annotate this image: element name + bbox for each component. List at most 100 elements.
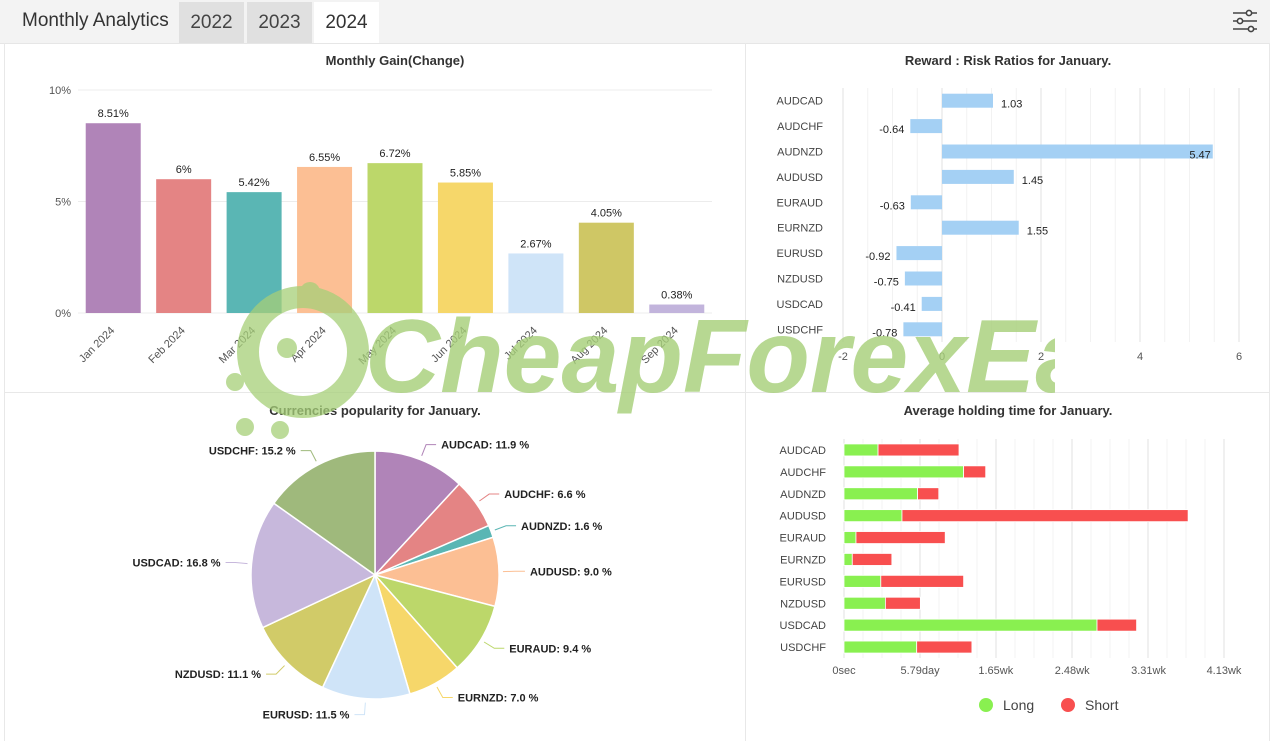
slice-label: NZDUSD: 11.1 % [175, 669, 261, 681]
x-tick-label: Jun 2024 [429, 325, 469, 365]
y-tick-label: NZDUSD [780, 598, 826, 610]
x-tick-label: Feb 2024 [146, 325, 187, 366]
data-label: 6.72% [379, 148, 410, 160]
legend-marker-long [979, 698, 993, 712]
y-tick-label: USDCAD [777, 299, 824, 311]
y-tick-label: AUDNZD [777, 147, 823, 159]
tab-2022[interactable]: 2022 [179, 2, 244, 43]
y-tick-label: AUDCHF [777, 121, 823, 133]
monthly-gain-chart: Monthly Gain(Change) 0% 5% 10% 8.51% Jan 2024… [5, 44, 745, 392]
slice-label: EURAUD: 9.4 % [509, 643, 591, 655]
y-tick-label: 10% [49, 85, 71, 97]
bar-long-usdchf [843, 640, 918, 654]
y-tick-label: EURUSD [780, 576, 827, 588]
chart-title: Average holding time for January. [904, 403, 1113, 418]
data-label: 4.05% [591, 208, 622, 220]
slice-audcad [374, 450, 461, 577]
holding-time-chart: Average holding time for January. 0sec 5.7… [746, 393, 1269, 741]
x-tick-label: 0 [939, 351, 945, 363]
x-tick-label: Jul 2024 [502, 325, 540, 363]
bar-long-audusd [843, 509, 903, 523]
data-label: 6.55% [309, 152, 340, 164]
bar-long-audnzd [843, 487, 919, 501]
reward-risk-chart: Reward : Risk Ratios for January. -2 0 2 4 6 A… [746, 44, 1269, 392]
slice-nzdusd [261, 573, 377, 689]
settings-button[interactable] [1230, 8, 1260, 34]
data-label: -0.92 [865, 251, 890, 263]
leader-line [494, 525, 517, 531]
y-tick-label: 5% [55, 197, 71, 209]
bar-long-eurusd [843, 574, 882, 588]
bar-short-audusd [901, 509, 1189, 523]
x-tick-label: 1.65wk [978, 665, 1013, 677]
x-tick-label: Sep 2024 [639, 325, 681, 367]
data-label: 2.67% [520, 238, 551, 250]
data-label: -0.75 [874, 277, 899, 289]
y-tick-label: AUDNZD [780, 489, 826, 501]
legend-label-short: Short [1085, 697, 1119, 713]
tab-2024[interactable]: 2024 [314, 2, 379, 43]
currencies-popularity-chart: Currencies popularity for January. AUDCAD… [5, 393, 745, 741]
x-tick-label: 4.13wk [1207, 665, 1242, 677]
bar-jun-2024 [437, 182, 493, 313]
y-tick-label: NZDUSD [777, 274, 823, 286]
data-label: 8.51% [98, 108, 129, 120]
bar-short-nzdusd [885, 596, 921, 610]
bar-short-euraud [855, 531, 946, 544]
tab-2023[interactable]: 2023 [247, 2, 312, 43]
bar-usdcad [921, 296, 942, 311]
bar-long-nzdusd [843, 596, 886, 610]
leader-line [483, 641, 505, 649]
slice-label: AUDNZD: 1.6 % [521, 521, 603, 533]
bar-audcad [942, 93, 993, 108]
bar-audnzd [942, 144, 1213, 159]
bar-short-eurnzd [851, 553, 893, 566]
x-tick-label: 5.79day [901, 665, 941, 677]
slice-label: AUDCHF: 6.6 % [504, 489, 586, 501]
data-label: 5.47 [1189, 150, 1210, 162]
bar-audchf [910, 119, 942, 134]
legend-marker-short [1061, 698, 1075, 712]
bar-jul-2024 [508, 253, 564, 313]
y-tick-label: EURNZD [780, 554, 826, 566]
x-tick-label: May 2024 [356, 325, 399, 368]
leader-line [479, 493, 500, 502]
bar-feb-2024 [156, 179, 212, 313]
y-tick-label: AUDCHF [780, 467, 826, 479]
x-tick-label: Mar 2024 [217, 325, 258, 366]
chart-title: Currencies popularity for January. [269, 403, 480, 418]
y-tick-label: USDCAD [780, 620, 827, 632]
legend-label-long: Long [1003, 697, 1034, 713]
bar-long-usdcad [843, 618, 1098, 632]
x-tick-label: 2 [1038, 351, 1044, 363]
x-tick-label: Apr 2024 [289, 325, 329, 365]
y-tick-label: USDCHF [777, 324, 823, 336]
y-tick-label: USDCHF [780, 642, 826, 654]
y-tick-label: EURAUD [777, 197, 824, 209]
bar-long-audchf [843, 465, 965, 479]
data-label: 1.45 [1022, 175, 1043, 187]
chart-title: Monthly Gain(Change) [326, 53, 465, 68]
page-title: Monthly Analytics [22, 10, 169, 31]
bar-sep-2024 [649, 304, 705, 313]
y-tick-label: EURAUD [780, 533, 827, 545]
y-tick-label: AUDCAD [780, 445, 827, 457]
slice-label: AUDCAD: 11.9 % [441, 440, 529, 452]
bar-short-audchf [963, 465, 987, 479]
y-tick-label: EURUSD [777, 248, 824, 260]
leader-line [225, 561, 248, 565]
bar-audusd [942, 169, 1014, 184]
y-tick-label: AUDCAD [777, 96, 824, 108]
bar-nzdusd [904, 271, 942, 286]
x-tick-label: Aug 2024 [569, 325, 611, 367]
y-tick-label: AUDUSD [780, 511, 827, 523]
bar-eurnzd [942, 220, 1019, 235]
y-tick-label: AUDUSD [777, 172, 824, 184]
data-label: 1.55 [1027, 226, 1048, 238]
slice-label: USDCHF: 15.2 % [209, 446, 296, 458]
data-label: 6% [176, 164, 192, 176]
chart-title: Reward : Risk Ratios for January. [905, 53, 1111, 68]
bar-usdchf [903, 322, 942, 337]
slice-label: AUDUSD: 9.0 % [530, 566, 612, 578]
leader-line [266, 665, 285, 675]
